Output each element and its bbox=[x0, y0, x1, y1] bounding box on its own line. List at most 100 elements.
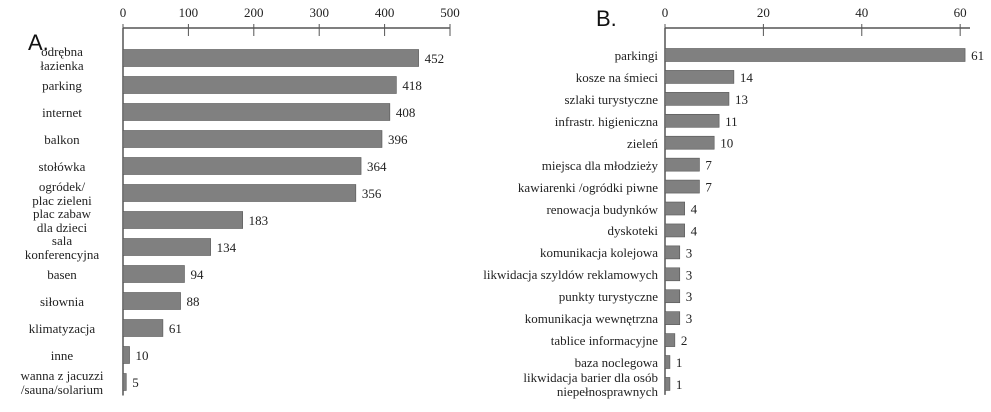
category-label: inne bbox=[50, 348, 74, 363]
category-label: kosze na śmieci bbox=[575, 69, 658, 85]
category-label: siłownia bbox=[39, 294, 85, 309]
bar bbox=[664, 377, 671, 391]
value-label: 1 bbox=[676, 377, 683, 392]
value-label: 7 bbox=[705, 180, 712, 195]
bar bbox=[122, 184, 357, 202]
value-label: 88 bbox=[187, 294, 200, 309]
value-label: 2 bbox=[681, 333, 688, 348]
x-tick-label: 0 bbox=[662, 5, 669, 20]
value-label: 3 bbox=[686, 245, 693, 260]
category-label: infrastr. higieniczna bbox=[554, 113, 658, 129]
bar bbox=[122, 130, 383, 148]
x-tick-label: 40 bbox=[855, 5, 868, 20]
bar bbox=[664, 113, 720, 128]
category-label: ogródek/ plac zieleni bbox=[32, 179, 92, 208]
x-tick-label: 200 bbox=[244, 5, 264, 20]
category-label: parkingi bbox=[614, 48, 658, 63]
value-label: 3 bbox=[686, 289, 693, 304]
value-label: 408 bbox=[396, 105, 416, 120]
value-label: 134 bbox=[217, 240, 237, 255]
bar bbox=[664, 179, 700, 194]
panel-label: A. bbox=[28, 30, 49, 55]
value-label: 452 bbox=[425, 51, 445, 66]
x-tick-label: 500 bbox=[440, 5, 460, 20]
value-label: 94 bbox=[190, 267, 204, 282]
value-label: 3 bbox=[686, 311, 693, 326]
bar bbox=[122, 346, 130, 364]
category-label: balkon bbox=[44, 132, 80, 147]
bar bbox=[122, 238, 211, 256]
category-label: stołówka bbox=[38, 159, 86, 174]
value-label: 396 bbox=[388, 132, 408, 147]
bar bbox=[122, 76, 397, 94]
value-label: 4 bbox=[691, 201, 698, 216]
bar bbox=[664, 267, 681, 282]
value-label: 356 bbox=[362, 186, 382, 201]
value-label: 10 bbox=[720, 136, 733, 151]
bar bbox=[664, 289, 681, 304]
bar bbox=[664, 355, 671, 369]
value-label: 61 bbox=[971, 48, 984, 63]
x-tick-label: 300 bbox=[309, 5, 329, 20]
category-label: likwidacja barier dla osób niepełnospraw… bbox=[523, 369, 658, 399]
bar bbox=[664, 333, 676, 347]
x-tick-label: 60 bbox=[954, 5, 967, 20]
bar bbox=[664, 223, 685, 238]
value-label: 364 bbox=[367, 159, 387, 174]
category-label: miejsca dla młodzieży bbox=[541, 157, 658, 173]
category-label: komunikacja kolejowa bbox=[539, 245, 658, 261]
value-label: 418 bbox=[402, 78, 422, 93]
category-label: klimatyzacja bbox=[28, 321, 96, 336]
bar bbox=[122, 292, 181, 310]
bar bbox=[122, 265, 185, 283]
category-label: dyskoteki bbox=[607, 223, 658, 239]
panel-label: B. bbox=[596, 6, 617, 31]
category-label: odrębna łazienka bbox=[40, 44, 84, 73]
category-label: basen bbox=[47, 267, 77, 282]
value-label: 14 bbox=[740, 70, 754, 85]
category-label: plac zabaw dla dzieci bbox=[32, 206, 92, 235]
x-tick-label: 100 bbox=[179, 5, 199, 20]
bar bbox=[122, 49, 419, 67]
category-label: parking bbox=[42, 78, 82, 93]
bar bbox=[664, 70, 735, 84]
category-label: internet bbox=[42, 105, 82, 120]
bar bbox=[122, 211, 243, 229]
bar bbox=[664, 201, 685, 216]
x-tick-label: 400 bbox=[375, 5, 395, 20]
category-label: szlaki turystyczne bbox=[564, 91, 659, 107]
bar bbox=[664, 157, 700, 172]
value-label: 10 bbox=[136, 348, 149, 363]
value-label: 61 bbox=[169, 321, 182, 336]
bar bbox=[664, 311, 681, 325]
value-label: 4 bbox=[691, 223, 698, 238]
x-tick-label: 20 bbox=[757, 5, 770, 20]
value-label: 1 bbox=[676, 355, 683, 370]
bar bbox=[122, 157, 362, 175]
category-label: sala konferencyjna bbox=[24, 233, 100, 262]
category-label: tablice informacyjne bbox=[550, 333, 658, 349]
value-label: 7 bbox=[705, 158, 712, 173]
value-label: 5 bbox=[132, 375, 139, 390]
bar bbox=[122, 373, 127, 391]
value-label: 11 bbox=[725, 114, 738, 129]
bar bbox=[664, 92, 730, 106]
category-label: baza noclegowa bbox=[574, 355, 658, 371]
x-tick-label: 0 bbox=[120, 5, 127, 20]
category-label: punkty turystyczne bbox=[558, 289, 658, 305]
value-label: 183 bbox=[249, 213, 269, 228]
bar bbox=[122, 103, 391, 121]
bar bbox=[664, 48, 966, 62]
bar bbox=[664, 245, 681, 260]
category-label: kawiarenki /ogródki piwne bbox=[517, 179, 658, 195]
category-label: likwidacja szyldów reklamowych bbox=[483, 267, 658, 283]
bar bbox=[664, 135, 715, 150]
bar bbox=[122, 319, 164, 337]
category-label: wanna z jacuzzi /sauna/solarium bbox=[20, 368, 104, 397]
category-label: zieleń bbox=[626, 135, 658, 151]
value-label: 13 bbox=[735, 92, 748, 107]
category-label: komunikacja wewnętrzna bbox=[524, 311, 658, 327]
value-label: 3 bbox=[686, 267, 693, 282]
